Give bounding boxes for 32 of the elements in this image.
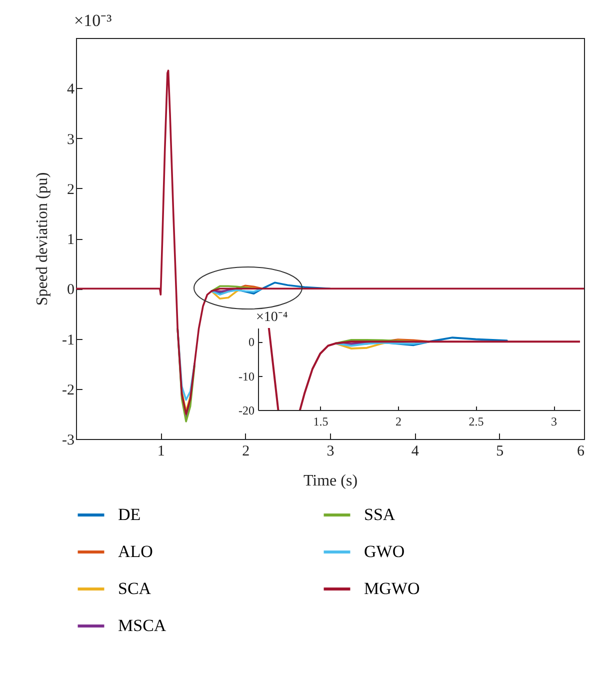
- y-tick-label: 4: [67, 82, 75, 98]
- y-tick-label: 1: [67, 232, 74, 248]
- y-axis-title: Speed deviation (pu): [34, 172, 52, 306]
- legend-label: MSCA: [118, 616, 167, 635]
- y-tick-label: -1: [62, 332, 74, 348]
- legend-label: MGWO: [364, 579, 420, 598]
- y-tick-label: -2: [62, 382, 74, 398]
- y-tick-label: 0: [67, 282, 74, 298]
- legend-label: ALO: [118, 542, 153, 561]
- legend-label: DE: [118, 505, 141, 524]
- legend-label: SSA: [364, 505, 396, 524]
- y-tick-label: 3: [67, 132, 74, 148]
- y-tick-label: 0: [248, 335, 254, 350]
- legend-label: GWO: [364, 542, 405, 561]
- annotation: ×10⁻⁴: [256, 309, 288, 326]
- x-tick-label: 4: [411, 444, 420, 460]
- x-tick-label: 3: [551, 414, 558, 428]
- x-tick-label: 6: [577, 444, 585, 460]
- text: ×10⁻³: [74, 10, 112, 31]
- x-tick-label: 2.5: [468, 414, 484, 428]
- x-tick-label: 1.5: [313, 414, 328, 428]
- y-tick-label: -10: [238, 369, 254, 384]
- y-tick-label: -20: [238, 404, 254, 418]
- x-tick-label: 3: [326, 444, 334, 460]
- x-tick-label: 1: [157, 444, 165, 460]
- x-axis-title: Time (s): [303, 472, 358, 490]
- legend-label: SCA: [118, 579, 152, 598]
- line-series: [76, 70, 584, 415]
- y-tick-label: -3: [62, 432, 74, 448]
- x-tick-label: 2: [396, 414, 402, 428]
- x-tick-label: 5: [496, 444, 504, 460]
- y-tick-label: 2: [67, 182, 74, 198]
